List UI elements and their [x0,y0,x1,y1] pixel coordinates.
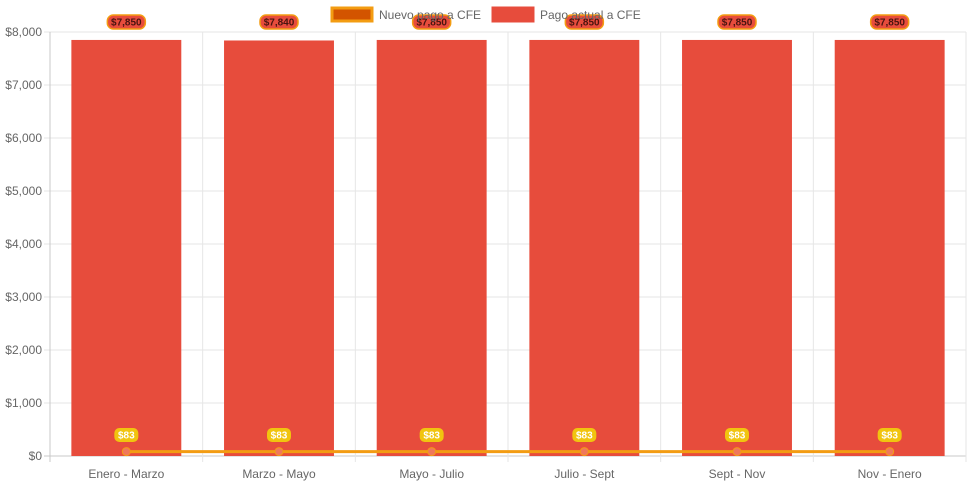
line-point [274,447,284,457]
line-point [732,447,742,457]
grid [44,31,967,462]
y-tick-label: $8,000 [5,25,42,39]
line-label-pill [572,428,597,442]
y-axis: $0 $1,000 $2,000 $3,000 $4,000 $5,000 $6,000 $7… [5,25,42,463]
x-tick-label: Julio - Sept [554,467,615,481]
line-point [885,447,895,457]
y-tick-label: $4,000 [5,237,42,251]
y-tick-label: $1,000 [5,396,42,410]
line-data-label: $83 [576,431,593,442]
bar [376,39,487,456]
line-label-pill [267,428,291,442]
bar-label-pill [869,14,910,30]
x-tick-label: Sept - Nov [709,467,766,481]
line-label-pill [419,428,444,442]
bar-label-pill [564,14,605,30]
bar [529,39,640,456]
line-data-label: $83 [729,431,746,442]
line-data-label: $83 [881,431,898,442]
x-tick-label: Enero - Marzo [88,467,164,481]
legend-swatch [491,6,535,23]
x-tick-label: Mayo - Julio [399,467,464,481]
line-point [121,447,131,457]
legend: Nuevo pago a CFE Pago actual a CFE [330,6,641,23]
bar [682,39,792,456]
y-tick-label: $7,000 [5,78,42,92]
y-tick-label: $6,000 [5,131,42,145]
bar-data-label: $7,850 [416,18,447,29]
bar-data-labels: $7,850 $7,840 $7,850 $7,850 $7,850 $7,850 [106,14,910,30]
y-tick-label: $3,000 [5,290,42,304]
bar [834,39,945,456]
bar-label-pill [717,14,757,30]
line-series [121,447,895,457]
x-axis: Enero - Marzo Marzo - Mayo Mayo - Julio Jul… [88,467,922,481]
line-data-label: $83 [271,431,288,442]
bar-series [71,39,945,456]
legend-label: Nuevo pago a CFE [379,8,481,22]
bar-data-label: $7,850 [874,18,905,29]
bar-data-label: $7,850 [569,18,600,29]
line-data-label: $83 [118,431,135,442]
legend-swatch [330,6,374,23]
bar-data-label: $7,840 [264,18,295,29]
bar-label-pill [411,14,452,30]
x-tick-label: Nov - Enero [858,467,922,481]
y-tick-label: $2,000 [5,343,42,357]
line-point [427,447,437,457]
y-tick-label: $5,000 [5,184,42,198]
line-label-pill [725,428,749,442]
bar-data-label: $7,850 [722,18,753,29]
bar-label-pill [106,14,147,30]
line-data-label: $83 [423,431,440,442]
y-tick-label: $0 [29,449,43,463]
bar-data-label: $7,850 [111,18,142,29]
line-point [579,447,589,457]
bar [224,40,334,456]
bar-label-pill [259,14,299,30]
line-label-pill [877,428,902,442]
x-tick-label: Marzo - Mayo [242,467,316,481]
bar [71,39,182,456]
line-data-labels: $83 $83 $83 $83 $83 $83 [114,428,902,442]
line-label-pill [114,428,139,442]
legend-label: Pago actual a CFE [540,8,641,22]
